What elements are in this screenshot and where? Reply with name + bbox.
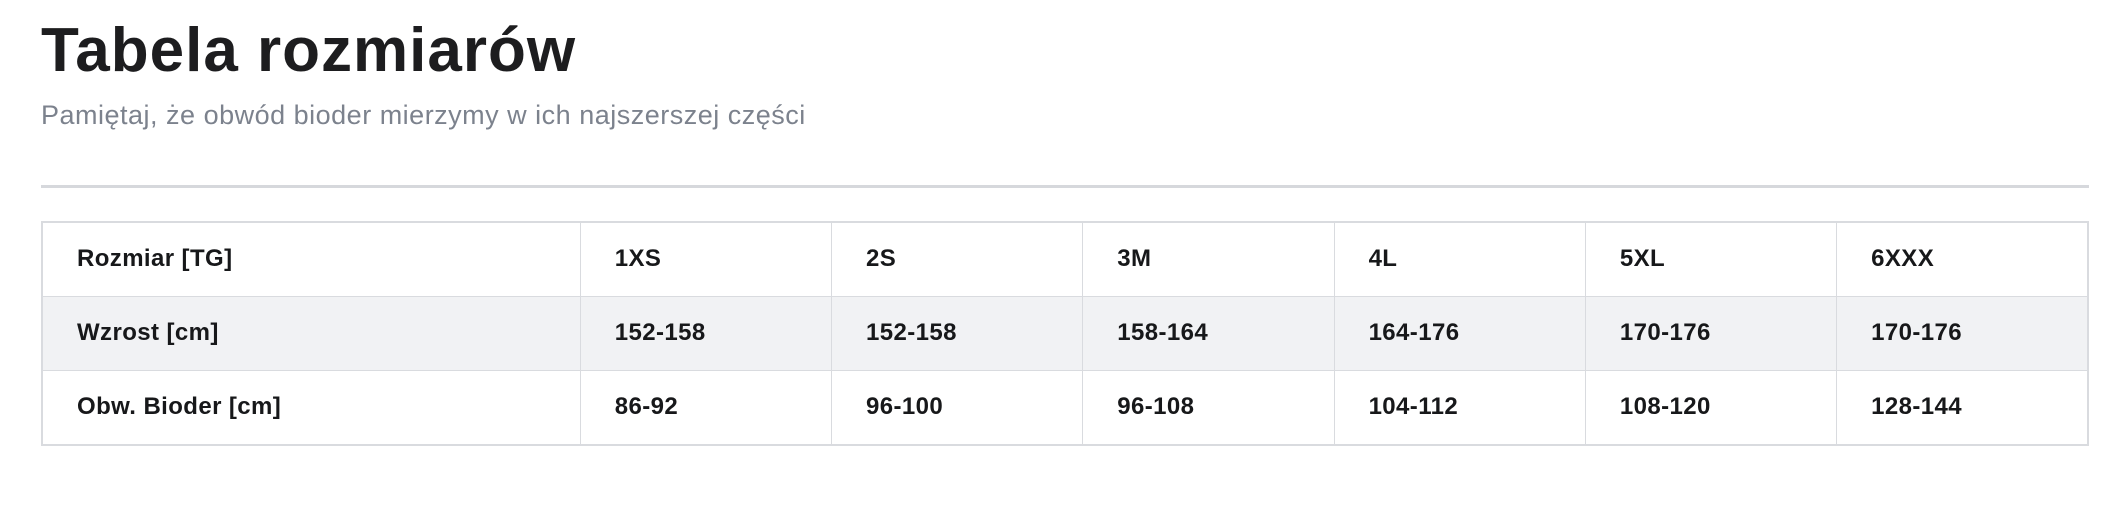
size-value-cell: 4L: [1333, 221, 1586, 297]
section-divider: [41, 184, 2089, 188]
size-value-cell: 2S: [830, 221, 1084, 297]
page-subtitle: Pamiętaj, że obwód bioder mierzymy w ich…: [41, 100, 806, 131]
height-value-cell: 158-164: [1082, 295, 1335, 371]
page-title: Tabela rozmiarów: [41, 16, 577, 85]
size-table: Rozmiar [TG] 1XS 2S 3M 4L 5XL 6XXX Wzros…: [41, 220, 2089, 446]
height-value-cell: 170-176: [1836, 295, 2089, 371]
hips-value-cell: 104-112: [1333, 369, 1586, 446]
height-value-cell: 152-158: [579, 295, 833, 371]
hips-value-cell: 96-108: [1082, 369, 1335, 446]
table-row-hips: Obw. Bioder [cm] 86-92 96-100 96-108 104…: [41, 369, 2089, 446]
hips-value-cell: 86-92: [579, 369, 833, 446]
hips-value-cell: 96-100: [830, 369, 1084, 446]
hips-value-cell: 128-144: [1836, 369, 2089, 446]
height-value-cell: 152-158: [830, 295, 1084, 371]
row-label-height: Wzrost [cm]: [41, 295, 581, 371]
height-value-cell: 164-176: [1333, 295, 1586, 371]
height-value-cell: 170-176: [1584, 295, 1838, 371]
size-chart-content: Tabela rozmiarów Pamiętaj, że obwód biod…: [41, 14, 2089, 446]
table-row-height: Wzrost [cm] 152-158 152-158 158-164 164-…: [41, 295, 2089, 371]
size-value-cell: 1XS: [579, 221, 833, 297]
size-value-cell: 5XL: [1584, 221, 1838, 297]
row-label-hips: Obw. Bioder [cm]: [41, 369, 581, 446]
size-value-cell: 3M: [1082, 221, 1335, 297]
size-value-cell: 6XXX: [1836, 221, 2089, 297]
row-label-size: Rozmiar [TG]: [41, 221, 581, 297]
table-row-size: Rozmiar [TG] 1XS 2S 3M 4L 5XL 6XXX: [41, 221, 2089, 297]
hips-value-cell: 108-120: [1584, 369, 1838, 446]
